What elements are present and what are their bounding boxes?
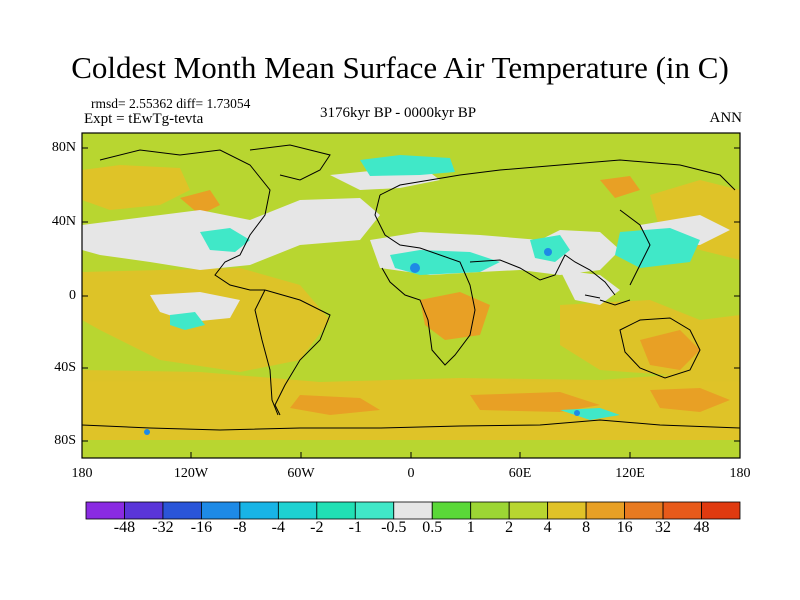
colorbar-label: -48	[113, 519, 136, 536]
colorbar-swatch	[162, 501, 202, 520]
lon-tick-60e: 60E	[508, 466, 532, 481]
lon-tick-120e: 120E	[615, 466, 645, 481]
colorbar-label: 48	[693, 519, 710, 536]
colorbar-swatch	[316, 501, 356, 520]
colorbar-label: -1	[348, 519, 362, 536]
lat-tick-0: 0	[69, 288, 76, 303]
lat-tick-40n: 40N	[51, 214, 76, 229]
colorbar-swatch	[547, 501, 587, 520]
cold-spots	[144, 248, 580, 435]
colorbar-swatch	[585, 501, 625, 520]
colorbar-swatch	[662, 501, 702, 520]
cool-anomaly-regions	[170, 155, 700, 420]
colorbar-label: 1	[466, 519, 475, 536]
colorbar-label: 16	[616, 519, 633, 536]
colorbar-label: -4	[271, 519, 285, 536]
colorbar-label: -2	[310, 519, 324, 536]
colorbar-label: 0.5	[422, 519, 443, 536]
experiment-label: Expt = tEwTg-tevta	[84, 111, 204, 127]
lat-tick-80s: 80S	[54, 433, 76, 448]
colorbar-swatch	[277, 501, 318, 520]
map-title: Coldest Month Mean Surface Air Temperatu…	[71, 50, 729, 85]
colorbar-label: 32	[655, 519, 672, 536]
colorbar-label: 2	[505, 519, 514, 536]
lon-tick-60w: 60W	[287, 466, 315, 481]
lat-tick-80n: 80N	[51, 140, 76, 155]
colorbar-swatch	[393, 501, 433, 520]
lon-tick-180e: 180	[729, 466, 751, 481]
lon-tick-180w: 180	[71, 466, 93, 481]
colorbar-swatch	[701, 501, 741, 520]
colorbar-label: 4	[543, 519, 552, 536]
colorbar-label: -32	[152, 519, 174, 536]
colorbar-swatch	[508, 501, 549, 520]
colorbar-swatch	[354, 501, 395, 520]
coastlines	[81, 144, 741, 431]
colorbar-swatch	[624, 501, 664, 520]
colorbar-swatch	[124, 501, 164, 520]
season-label: ANN	[709, 110, 743, 126]
colorbar-swatch	[470, 501, 510, 520]
colorbar-label: -16	[190, 519, 213, 536]
colorbar-swatch	[201, 501, 241, 520]
colorbar-label: -0.5	[381, 519, 407, 536]
period-label: 3176kyr BP - 0000kyr BP	[320, 105, 477, 121]
colorbar-label: 8	[582, 519, 591, 536]
colorbar-swatch	[85, 501, 125, 520]
lon-tick-0: 0	[407, 466, 415, 481]
colorbar-label: -8	[233, 519, 247, 536]
stats-text: rmsd= 2.55362 diff= 1.73054	[91, 96, 251, 111]
colorbar-swatch	[239, 501, 279, 520]
neutral-regions	[82, 165, 730, 322]
map-panel	[81, 132, 741, 459]
lon-tick-120w: 120W	[173, 466, 209, 481]
axis-ticks	[82, 147, 740, 458]
colorbar-swatch	[431, 501, 472, 520]
hot-anomaly-regions	[180, 176, 730, 415]
lat-tick-40s: 40S	[54, 360, 76, 375]
colorbar	[85, 501, 741, 520]
